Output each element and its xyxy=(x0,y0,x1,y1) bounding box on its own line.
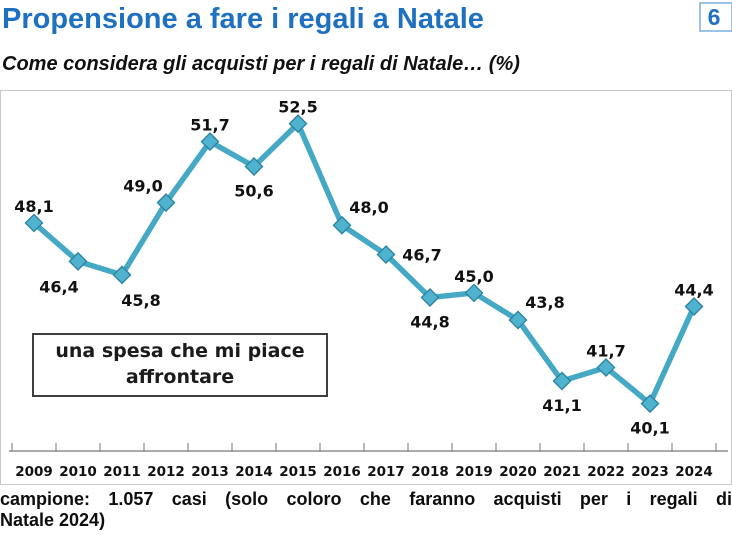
chart-area: 48,1 46,4 45,8 49,0 51,7 50,6 52,5 48,0 46,7 44,8… xyxy=(0,90,732,485)
data-point-label: 45,8 xyxy=(121,291,160,310)
x-axis-tick-label: 2018 xyxy=(411,464,449,480)
data-point-label: 48,1 xyxy=(14,197,53,216)
x-axis-tick-label: 2016 xyxy=(323,464,361,480)
data-point-label: 48,0 xyxy=(349,198,388,217)
data-point-marker xyxy=(200,132,220,152)
page-title: Propensione a fare i regali a Natale xyxy=(2,3,484,35)
data-point-marker xyxy=(464,283,484,303)
data-point-marker xyxy=(244,157,264,176)
data-point-marker xyxy=(420,287,440,307)
data-point-marker xyxy=(156,193,176,213)
data-point-label: 52,5 xyxy=(278,98,317,117)
data-point-label: 46,4 xyxy=(39,277,78,296)
line-chart: 48,1 46,4 45,8 49,0 51,7 50,6 52,5 48,0 46,7 44,8… xyxy=(9,98,728,480)
x-axis-tick-label: 2020 xyxy=(499,464,537,480)
x-axis-tick-label: 2011 xyxy=(103,464,141,480)
data-point-marker xyxy=(640,394,660,414)
data-point-marker xyxy=(332,215,352,235)
data-point-marker xyxy=(684,296,704,316)
x-axis-tick-label: 2010 xyxy=(59,464,97,480)
data-point-marker xyxy=(68,251,88,271)
x-axis-tick-label: 2015 xyxy=(279,464,317,480)
data-point-marker xyxy=(552,371,572,391)
series-line xyxy=(31,120,697,407)
data-point-label: 41,1 xyxy=(542,396,581,415)
data-point-label: 44,8 xyxy=(410,312,449,331)
data-point-marker xyxy=(112,265,132,285)
x-axis-tick-label: 2009 xyxy=(15,464,53,480)
page-number: 6 xyxy=(707,3,721,30)
header: Propensione a fare i regali a Natale 6 xyxy=(0,0,732,50)
data-point-label: 49,0 xyxy=(123,177,162,196)
sample-note-line2: Natale 2024) xyxy=(0,510,106,530)
data-point-label: 51,7 xyxy=(190,116,229,135)
data-point-marker xyxy=(508,310,528,330)
x-axis-tick-label: 2024 xyxy=(675,464,713,480)
sample-note-line1: campione: 1.057 casi (solo coloro che fa… xyxy=(0,489,732,509)
data-point-marker xyxy=(596,357,616,377)
x-axis-tick-label: 2014 xyxy=(235,464,273,480)
page-number-badge: 6 xyxy=(699,2,732,32)
x-axis-tick-label: 2019 xyxy=(455,464,493,480)
data-point-marker xyxy=(24,213,44,233)
data-point-label: 50,6 xyxy=(234,181,273,200)
data-point-marker xyxy=(288,114,308,134)
series-label-box: una spesa che mi piace affrontare xyxy=(32,333,328,397)
question-subtitle: Come considera gli acquisti per i regali… xyxy=(2,53,520,75)
data-point-marker xyxy=(376,245,396,265)
series-label: una spesa che mi piace affrontare xyxy=(55,340,305,388)
x-axis-tick-label: 2023 xyxy=(631,464,669,480)
x-axis-tick-label: 2013 xyxy=(191,464,229,480)
x-axis-tick-label: 2021 xyxy=(543,464,581,480)
data-point-label: 41,7 xyxy=(586,341,625,360)
data-point-label: 40,1 xyxy=(630,419,669,438)
sample-note: campione: 1.057 casi (solo coloro che fa… xyxy=(0,489,732,531)
data-point-label: 43,8 xyxy=(525,293,564,312)
data-point-label: 46,7 xyxy=(402,246,441,265)
x-axis-tick-label: 2017 xyxy=(367,464,405,480)
x-axis-tick-label: 2012 xyxy=(147,464,185,480)
data-point-label: 45,0 xyxy=(454,267,493,286)
data-point-label: 44,4 xyxy=(674,280,713,299)
x-axis-tick-label: 2022 xyxy=(587,464,625,480)
